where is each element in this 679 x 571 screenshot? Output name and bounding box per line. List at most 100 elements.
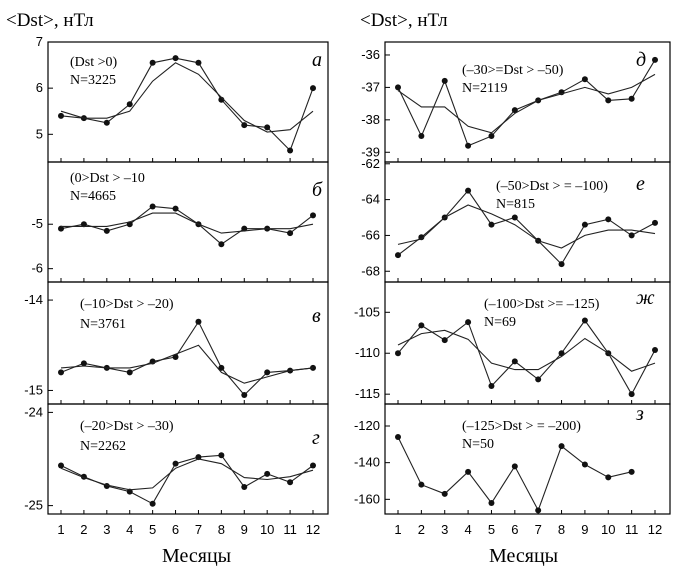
data-point [511, 358, 518, 365]
sample-count-label: N=2119 [462, 81, 508, 96]
data-point [628, 232, 635, 239]
x-tick-label: 7 [195, 522, 202, 537]
data-point [465, 319, 472, 326]
data-point [628, 468, 635, 475]
y-tick-label: -115 [355, 386, 380, 401]
data-point [264, 470, 271, 477]
series-smoothed-line [397, 73, 656, 134]
data-point [605, 216, 612, 223]
series-smoothed-line [60, 458, 314, 491]
data-point [465, 142, 472, 149]
data-point [441, 337, 448, 344]
data-point [310, 462, 316, 469]
data-point [488, 221, 495, 228]
x-tick-label: 12 [306, 522, 320, 537]
series-monthly-line [397, 59, 656, 147]
data-point [218, 364, 225, 371]
chart-panel-3: -14 -15 (–10>Dst > –20) N=3761 в [24, 281, 329, 405]
x-tick-label: 3 [103, 522, 110, 537]
data-point [465, 187, 472, 194]
series-smoothed-line [60, 62, 314, 133]
y-tick-label: 7 [36, 34, 43, 49]
data-point [58, 462, 64, 469]
data-point [172, 205, 179, 212]
panel-letter: ж [636, 287, 655, 309]
x-tick-label: 11 [625, 522, 639, 537]
panel-letter: г [312, 427, 320, 449]
data-point [418, 322, 425, 329]
y-tick-label: 5 [36, 126, 43, 141]
data-point [149, 500, 156, 507]
condition-label: (Dst >0) [70, 55, 118, 70]
x-tick-label: 5 [488, 522, 495, 537]
data-point [628, 95, 635, 102]
y-tick-label: -6 [31, 261, 43, 276]
x-tick-label: 1 [57, 522, 64, 537]
data-point [628, 391, 635, 398]
condition-label: (–20>Dst > –30) [80, 419, 174, 434]
data-point [558, 261, 565, 268]
data-point [241, 225, 248, 232]
series-monthly-line [397, 319, 656, 396]
data-point [395, 350, 401, 357]
data-point [80, 221, 87, 228]
chart-panel-5: -36 -37 -38 -39 (–30>=Dst > –50) N=2119 д [361, 41, 671, 163]
left-figure-title: <Dst>, нТл [6, 10, 94, 31]
y-tick-label: -105 [354, 304, 380, 319]
data-point [218, 452, 225, 459]
chart-panel-4: -24-25(–20>Dst > –30)N=2262 г1 2 3 4 5 6 7 8 9 10 1… [24, 403, 329, 537]
data-point [581, 461, 588, 468]
data-point [58, 225, 64, 232]
data-point [488, 500, 495, 506]
panel-letter: з [635, 403, 644, 425]
y-tick-label: -15 [24, 382, 43, 397]
right-x-axis-title: Месяцы [489, 545, 558, 567]
data-point [488, 133, 495, 140]
left-axis-title: <Dst>, нТл [6, 10, 94, 31]
sample-count-label: N=2262 [80, 439, 126, 454]
panel-frame [47, 403, 329, 515]
y-tick-label: -64 [361, 192, 380, 207]
data-point [511, 107, 518, 114]
data-point [172, 460, 179, 467]
panel-letter: в [312, 305, 321, 327]
y-tick-label: -5 [31, 216, 43, 231]
y-tick-label: 6 [36, 80, 43, 95]
data-point [310, 364, 316, 371]
x-tick-label: 2 [80, 522, 87, 537]
data-point [535, 376, 542, 383]
data-point [605, 97, 612, 104]
y-tick-label: -66 [361, 227, 380, 242]
data-point [103, 119, 110, 126]
x-tick-label: 5 [149, 522, 156, 537]
x-tick-label: 9 [581, 522, 588, 537]
data-point [441, 490, 448, 497]
chart-panel-1: 5 6 7 (Dst >0) N=3225 а [36, 34, 329, 163]
right-figure-title: <Dst>, нТл [360, 10, 448, 31]
data-point [126, 101, 133, 108]
x-tick-label: 12 [648, 522, 662, 537]
data-point [581, 317, 588, 324]
series-smoothed-line [397, 329, 656, 372]
data-point [418, 133, 425, 140]
condition-label: (–50>Dst > = –100) [496, 179, 608, 194]
data-point [395, 252, 401, 259]
data-point [264, 369, 271, 376]
data-point [126, 369, 133, 376]
sample-count-label: N=50 [462, 437, 494, 452]
panel-letter: б [312, 179, 323, 201]
data-point [58, 112, 64, 119]
x-tick-label: 3 [441, 522, 448, 537]
y-tick-label: -14 [24, 292, 43, 307]
data-point [310, 85, 316, 92]
series-monthly-line [60, 320, 314, 396]
sample-count-label: N=69 [484, 315, 516, 330]
sample-count-label: N=815 [496, 197, 535, 212]
data-point [80, 360, 87, 367]
condition-label: (–10>Dst > –20) [80, 297, 174, 312]
chart-panel-7: -105 -110 -115 (–100>Dst >= –125) N=69 ж [354, 281, 671, 405]
data-point [149, 59, 156, 66]
data-point [103, 227, 110, 234]
